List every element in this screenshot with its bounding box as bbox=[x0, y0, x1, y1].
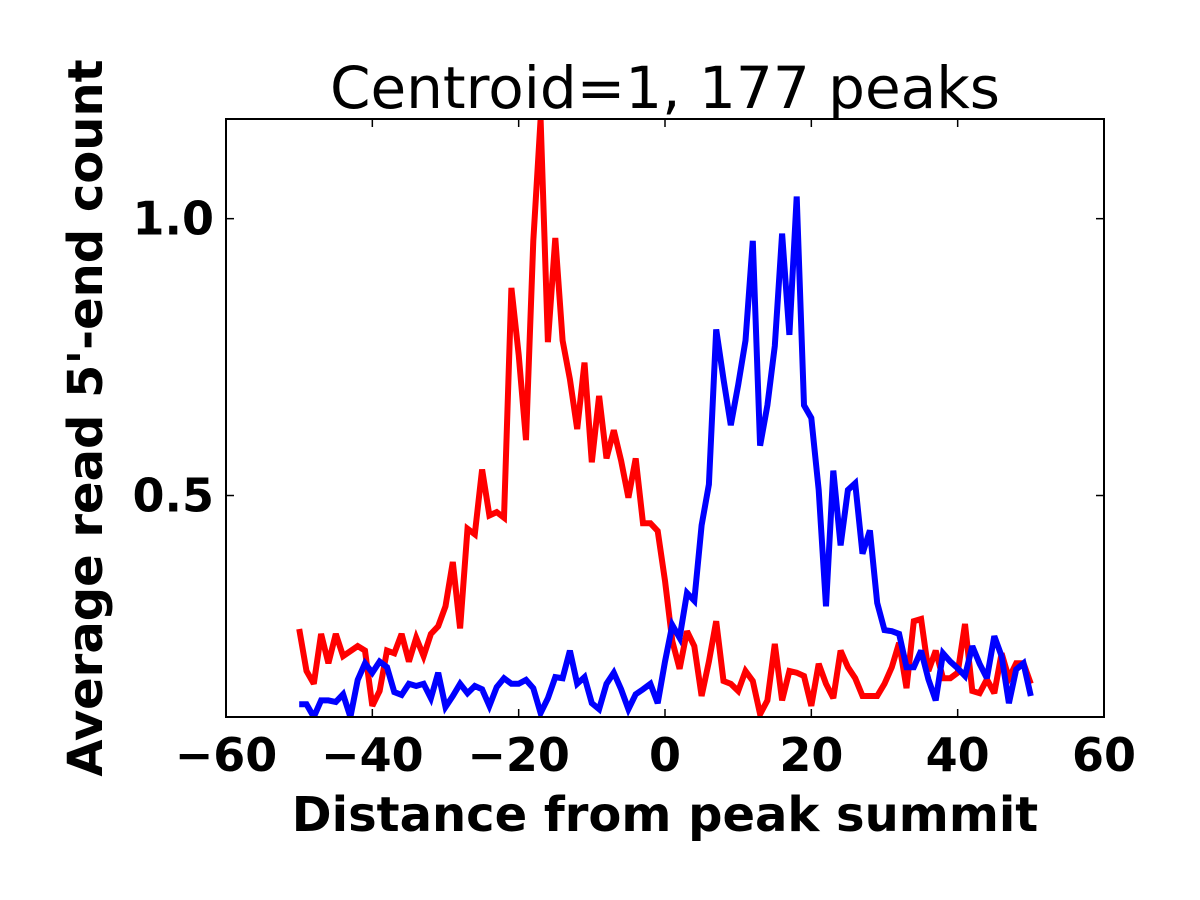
y-tick-label: 0.5 bbox=[133, 469, 215, 523]
series-layer bbox=[296, 119, 1034, 717]
y-axis-label: Average read 5'-end count bbox=[58, 59, 114, 776]
chart-title: Centroid=1, 177 peaks bbox=[330, 54, 1000, 122]
x-tick-label: −40 bbox=[321, 728, 424, 782]
series-line-blue bbox=[299, 196, 1034, 717]
x-tick-label: 60 bbox=[1072, 728, 1136, 782]
x-tick-label: 20 bbox=[779, 728, 843, 782]
x-axis-label: Distance from peak summit bbox=[292, 787, 1038, 843]
series-line-red bbox=[296, 119, 1034, 717]
y-tick-label: 1.0 bbox=[133, 192, 215, 246]
x-tick-label: −60 bbox=[175, 728, 278, 782]
x-tick-label: 0 bbox=[649, 728, 681, 782]
ticks-layer: −60 −40 −20 0 20 40 60 0.5 1.0 bbox=[133, 119, 1136, 782]
plot-frame bbox=[225, 118, 1105, 718]
x-tick-label: 40 bbox=[926, 728, 990, 782]
x-tick-label: −20 bbox=[467, 728, 570, 782]
